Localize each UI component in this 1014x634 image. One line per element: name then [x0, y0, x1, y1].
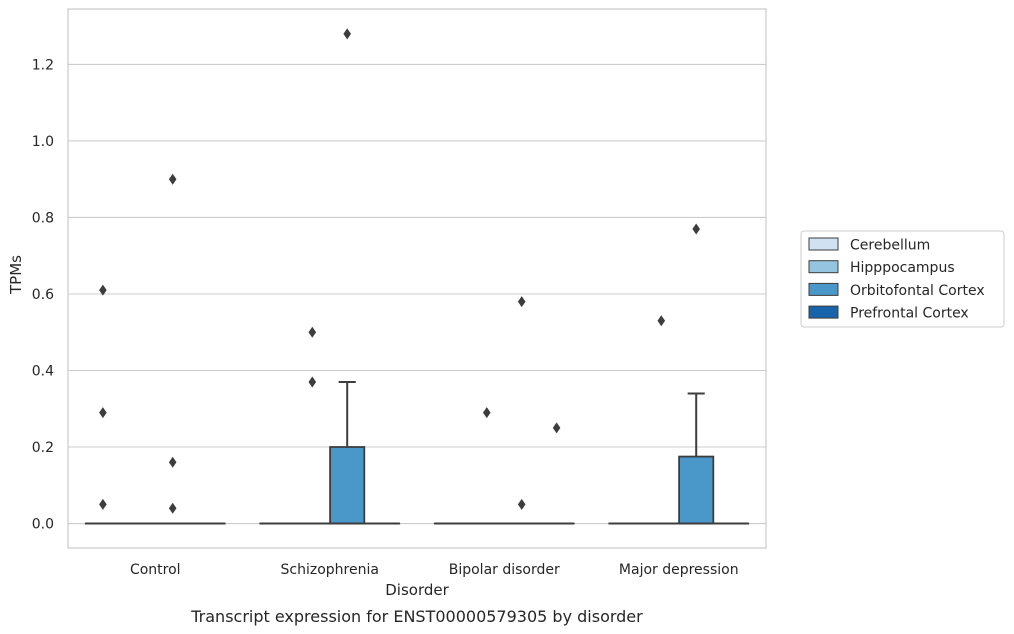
- box-orbitofontal-cortex: [503, 296, 540, 525]
- y-axis-title: TPMs: [7, 255, 25, 295]
- legend-swatch: [808, 305, 839, 319]
- y-tick-label: 0.2: [32, 440, 54, 456]
- outlier-point: [308, 376, 317, 388]
- box-body: [329, 446, 366, 525]
- plot-frame: [67, 8, 767, 549]
- outlier-point: [99, 498, 107, 510]
- legend-frame: [800, 230, 1005, 328]
- x-tick-label: Control: [130, 562, 181, 578]
- y-tick-labels: 0.0 0.2 0.4 0.6 0.8 1.0 1.2: [32, 57, 54, 532]
- outlier-point: [168, 502, 177, 514]
- y-tick-label: 0.8: [32, 210, 54, 226]
- y-tick-label: 1.0: [32, 134, 54, 150]
- legend-swatch: [808, 237, 839, 251]
- legend-label: Orbitofontal Cortex: [850, 283, 985, 299]
- box-orbitofontal-cortex: [329, 28, 366, 525]
- box-orbitofontal-cortex: [154, 173, 191, 525]
- x-tick-label: Bipolar disorder: [449, 562, 560, 578]
- box-orbitofontal-cortex: [678, 223, 715, 525]
- legend-label: Prefrontal Cortex: [850, 306, 969, 322]
- box-hipppocampus: [294, 326, 331, 525]
- legend-label: Hipppocampus: [850, 260, 955, 276]
- x-tick-labels: Control Schizophrenia Bipolar disorder Majo…: [130, 562, 739, 578]
- outlier-point: [552, 422, 561, 434]
- legend: Cerebellum Hipppocampus Orbitofontal Corte…: [800, 230, 1005, 328]
- legend-swatch: [808, 282, 839, 296]
- y-gridlines: [68, 63, 766, 525]
- box-prefrontal-cortex: [538, 422, 575, 525]
- x-tick-label: Schizophrenia: [281, 562, 379, 578]
- legend-label: Cerebellum: [850, 238, 930, 254]
- chart-caption: Transcript expression for ENST0000057930…: [190, 607, 643, 626]
- y-tick-label: 0.0: [32, 517, 54, 533]
- outlier-point: [168, 456, 177, 468]
- outlier-point: [517, 498, 526, 510]
- plot-area-marks: [84, 28, 750, 525]
- outlier-point: [483, 407, 491, 419]
- box-cerebellum: [84, 284, 121, 525]
- outlier-point: [168, 173, 177, 185]
- y-tick-label: 0.4: [32, 364, 54, 380]
- box-body: [678, 455, 715, 525]
- x-axis-title: Disorder: [385, 581, 449, 599]
- box-hipppocampus: [468, 407, 505, 525]
- outlier-point: [99, 284, 107, 296]
- x-tick-label: Major depression: [619, 562, 739, 578]
- outlier-point: [343, 28, 351, 40]
- outlier-point: [517, 296, 526, 308]
- y-tick-label: 1.2: [32, 57, 54, 73]
- y-tick-label: 0.6: [32, 287, 54, 303]
- outlier-point: [657, 315, 666, 327]
- legend-swatch: [808, 260, 839, 274]
- outlier-point: [692, 223, 700, 235]
- outlier-point: [99, 407, 107, 419]
- outlier-point: [308, 326, 317, 338]
- box-hipppocampus: [643, 315, 680, 525]
